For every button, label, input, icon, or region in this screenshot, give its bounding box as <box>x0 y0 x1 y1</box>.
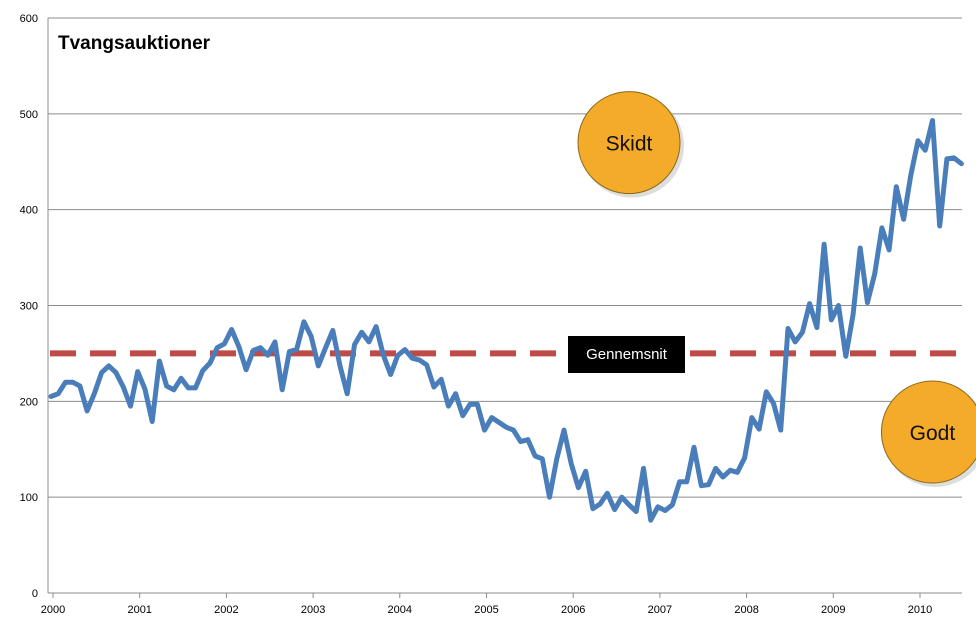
y-tick-label: 400 <box>20 205 38 217</box>
x-tick-label: 2007 <box>648 604 672 616</box>
series-line-tvangsauktioner <box>48 118 964 523</box>
x-tick-label: 2009 <box>821 604 845 616</box>
x-tick-label: 2004 <box>388 604 412 616</box>
x-tick-label: 2006 <box>561 604 585 616</box>
x-tick-label: 2008 <box>734 604 758 616</box>
y-tick-label: 300 <box>20 301 38 313</box>
x-tick-label: 2010 <box>908 604 932 616</box>
annotation-label: Skidt <box>606 133 653 156</box>
x-tick-label: 2000 <box>41 604 65 616</box>
x-tick-label: 2005 <box>474 604 498 616</box>
y-tick-label: 600 <box>20 13 38 25</box>
y-tick-label: 100 <box>20 492 38 504</box>
annotation-label: Godt <box>910 422 956 445</box>
y-tick-label: 0 <box>32 588 38 600</box>
annotation-godt: Godt <box>880 380 976 487</box>
y-tick-label: 500 <box>20 109 38 121</box>
annotation-skidt: Skidt <box>577 91 684 198</box>
annotations: Skidt Godt <box>577 91 976 487</box>
x-axis-ticks: 2000 2001 2002 2003 2004 2005 2006 2007 2008 2009… <box>41 593 932 616</box>
chart-title: Tvangsauktioner <box>58 33 211 54</box>
average-label-box: Gennemsnit <box>568 336 685 373</box>
x-tick-label: 2003 <box>301 604 325 616</box>
annotation-bubble <box>880 380 976 484</box>
gridlines <box>48 17 962 498</box>
average-label: Gennemsnit <box>586 346 668 363</box>
x-tick-label: 2002 <box>214 604 238 616</box>
y-tick-label: 200 <box>20 396 38 408</box>
x-tick-label: 2001 <box>127 604 151 616</box>
y-axis-ticks: 0 100 200 300 400 500 600 <box>20 13 38 600</box>
annotation-bubble <box>577 91 681 195</box>
